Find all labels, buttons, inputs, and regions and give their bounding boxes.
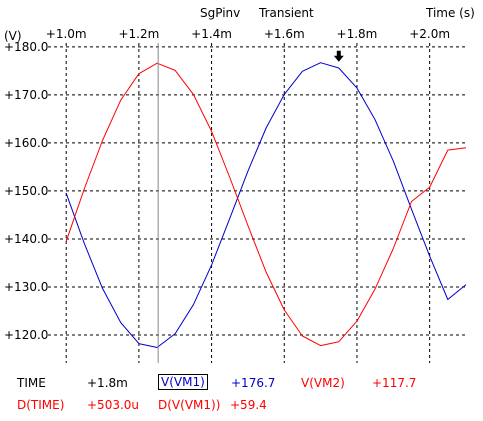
x-tick-label: +1.8m bbox=[337, 27, 378, 41]
plot-title: SgPinv bbox=[200, 6, 241, 20]
x-unit-label: Time (s) bbox=[426, 6, 475, 20]
x-tick-label: +1.2m bbox=[118, 27, 159, 41]
series-lines bbox=[65, 62, 467, 348]
readout-dtime-label: D(TIME) bbox=[17, 398, 65, 412]
y-tick-label: +150.0 bbox=[4, 184, 48, 198]
readout-vm1-value: +176.7 bbox=[231, 376, 276, 390]
y-tick-label: +120.0 bbox=[4, 328, 48, 342]
readout-time-label: TIME bbox=[17, 376, 46, 390]
readout-dvm1-value: +59.4 bbox=[230, 398, 267, 412]
readout-dvm1-label: D(V(VM1)) bbox=[158, 398, 221, 412]
y-unit-label: (V) bbox=[4, 29, 22, 43]
readout-vm2-label[interactable]: V(VM2) bbox=[301, 376, 345, 390]
x-tick-label: +1.0m bbox=[46, 27, 87, 41]
series-line-1 bbox=[65, 62, 467, 348]
y-tick-label: +140.0 bbox=[4, 232, 48, 246]
readout-vm2-value: +117.7 bbox=[372, 376, 417, 390]
series-line-2 bbox=[65, 62, 467, 347]
readout-time-value: +1.8m bbox=[87, 376, 128, 390]
tick-labels: +1.0m +1.2m +1.4m +1.6m +1.8m +2.0m +120.0 +130… bbox=[4, 27, 450, 342]
cursor-group[interactable] bbox=[157, 43, 344, 363]
readout-dtime-value: +503.0u bbox=[87, 398, 140, 412]
y-tick-label: +130.0 bbox=[4, 280, 48, 294]
analysis-label: Transient bbox=[259, 6, 314, 20]
cursor-marker-arrow-icon bbox=[333, 50, 344, 62]
y-tick-label: +170.0 bbox=[4, 88, 48, 102]
y-tick-label: +160.0 bbox=[4, 136, 48, 150]
grid-lines bbox=[48, 43, 466, 363]
x-tick-label: +2.0m bbox=[409, 27, 450, 41]
x-tick-label: +1.4m bbox=[191, 27, 232, 41]
readout-vm1-label[interactable]: V(VM1) bbox=[158, 374, 208, 390]
y-tick-label: +180.0 bbox=[4, 40, 48, 54]
x-tick-label: +1.6m bbox=[264, 27, 305, 41]
